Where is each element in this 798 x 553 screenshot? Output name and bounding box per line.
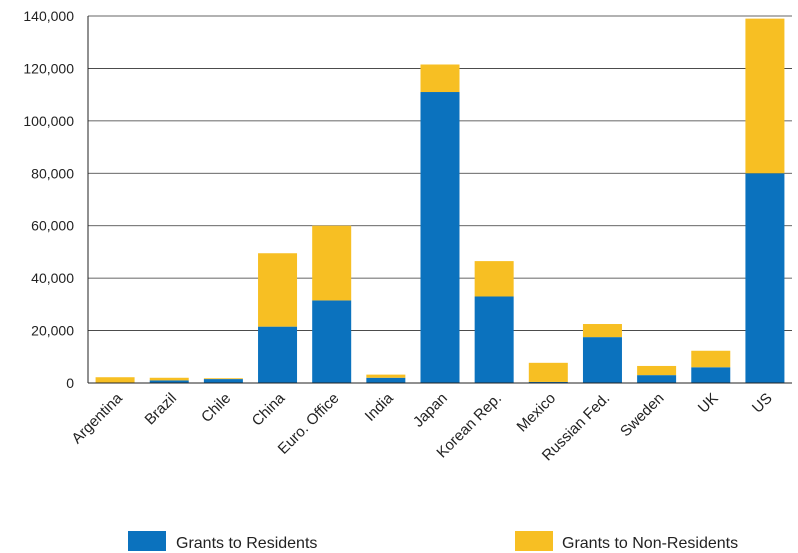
bar-non-residents (582, 324, 622, 338)
y-tick-label: 140,000 (23, 8, 74, 24)
bar-residents (474, 296, 514, 383)
x-tick-label: Chile (198, 390, 234, 426)
x-tick-label: UK (695, 390, 722, 417)
bar-residents (745, 173, 785, 383)
bar-non-residents (312, 225, 352, 301)
bar-non-residents (637, 365, 677, 376)
bar-residents (258, 326, 298, 383)
y-tick-label: 80,000 (31, 165, 74, 181)
bar-non-residents (528, 362, 568, 382)
x-tick-label: Sweden (617, 390, 667, 440)
bar-residents (637, 375, 677, 383)
bar-non-residents (149, 377, 189, 381)
bar-non-residents (420, 64, 460, 93)
bar-non-residents (95, 377, 135, 383)
x-tick-label: US (749, 390, 776, 417)
bar-residents (691, 367, 731, 383)
x-tick-label: Brazil (142, 390, 181, 429)
legend-label-non-residents: Grants to Non-Residents (562, 535, 738, 552)
y-tick-labels: 0 20,000 40,000 60,000 80,000 100,000 120,000 1… (23, 8, 74, 391)
bar-non-residents (258, 253, 298, 327)
bar-non-residents (474, 261, 514, 297)
bar-residents (528, 381, 568, 383)
y-tick-label: 60,000 (31, 218, 74, 234)
legend-swatch-non-residents (515, 531, 553, 551)
bar-residents (366, 377, 406, 383)
y-tick-label: 20,000 (31, 323, 74, 339)
bar-residents (149, 380, 189, 383)
axes (87, 16, 792, 384)
legend-swatch-residents (128, 531, 166, 551)
bar-non-residents (203, 378, 243, 380)
legend: Grants to Residents Grants to Non-Reside… (128, 531, 738, 552)
x-tick-label: China (249, 389, 289, 429)
bar-residents (203, 379, 243, 383)
x-tick-label: Mexico (514, 390, 560, 436)
bar-residents (312, 300, 352, 383)
bar-residents (582, 337, 622, 383)
x-tick-label: Argentina (68, 389, 126, 447)
bar-non-residents (366, 374, 406, 378)
legend-label-residents: Grants to Residents (176, 535, 317, 552)
bar-non-residents (691, 350, 731, 368)
y-tick-label: 0 (66, 375, 74, 391)
x-tick-label: India (362, 389, 397, 424)
y-tick-label: 120,000 (23, 60, 74, 76)
bar-non-residents (745, 18, 785, 174)
y-tick-label: 100,000 (23, 113, 74, 129)
bars (95, 18, 785, 384)
y-tick-label: 40,000 (31, 270, 74, 286)
bar-residents (420, 92, 460, 384)
x-tick-label: Japan (410, 390, 451, 431)
